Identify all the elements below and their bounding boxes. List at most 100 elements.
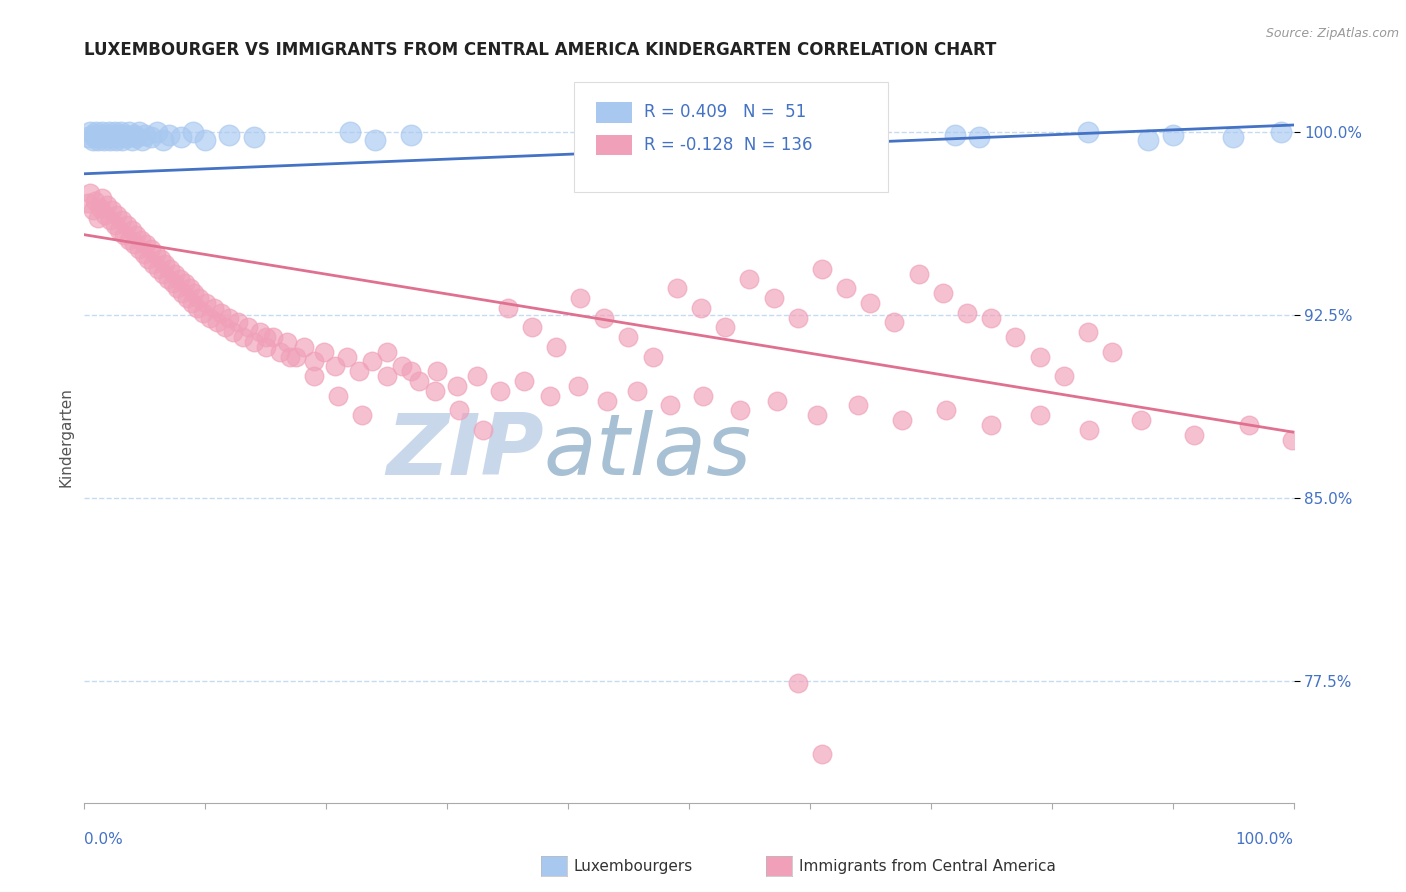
Point — [786, 676, 808, 690]
Point — [249, 325, 271, 339]
Point — [101, 203, 124, 218]
Point — [339, 125, 361, 139]
Point — [91, 125, 114, 139]
Point — [811, 261, 834, 276]
Point — [284, 350, 308, 364]
Point — [347, 364, 370, 378]
Point — [1137, 133, 1160, 147]
Point — [98, 133, 121, 147]
Point — [98, 213, 121, 227]
Point — [105, 208, 128, 222]
Point — [146, 261, 169, 276]
Point — [84, 130, 107, 145]
Point — [1130, 413, 1153, 427]
Point — [110, 125, 132, 139]
Point — [93, 133, 115, 147]
Point — [423, 384, 446, 398]
Point — [544, 340, 567, 354]
Point — [269, 344, 291, 359]
Point — [149, 252, 172, 266]
Point — [79, 125, 101, 139]
Point — [1161, 128, 1184, 142]
Point — [1053, 369, 1076, 384]
Text: 100.0%: 100.0% — [1236, 832, 1294, 847]
Point — [139, 130, 162, 145]
Point — [593, 310, 616, 325]
Point — [82, 133, 104, 147]
Point — [146, 125, 169, 139]
Point — [399, 128, 422, 142]
Point — [86, 125, 108, 139]
Point — [242, 334, 264, 349]
Point — [77, 130, 100, 145]
Point — [1078, 423, 1101, 437]
Point — [1028, 350, 1050, 364]
Point — [166, 281, 188, 295]
Point — [728, 403, 751, 417]
Point — [375, 344, 398, 359]
Point — [1028, 408, 1050, 422]
Point — [786, 310, 808, 325]
Point — [183, 286, 205, 301]
Point — [94, 128, 117, 142]
Point — [218, 128, 240, 142]
Point — [115, 218, 138, 232]
Point — [391, 359, 413, 374]
Point — [135, 237, 157, 252]
FancyBboxPatch shape — [574, 82, 889, 192]
Point — [278, 350, 301, 364]
Point — [111, 213, 134, 227]
Point — [254, 330, 277, 344]
Point — [569, 291, 592, 305]
Point — [883, 316, 905, 330]
Point — [125, 227, 148, 242]
Point — [762, 291, 785, 305]
Point — [328, 389, 350, 403]
Point — [121, 223, 143, 237]
Point — [156, 271, 179, 285]
Point — [236, 320, 259, 334]
Point — [83, 128, 105, 142]
Point — [1182, 427, 1205, 442]
Point — [96, 198, 118, 212]
Point — [907, 267, 929, 281]
Point — [152, 133, 174, 147]
Point — [122, 237, 145, 252]
Point — [125, 130, 148, 145]
Point — [496, 301, 519, 315]
Point — [104, 125, 127, 139]
Point — [276, 334, 298, 349]
Point — [111, 133, 134, 147]
Point — [195, 296, 218, 310]
Point — [222, 325, 245, 339]
Point — [118, 125, 141, 139]
Point — [89, 130, 111, 145]
Point — [209, 306, 232, 320]
Point — [162, 277, 184, 291]
Point — [538, 389, 561, 403]
Point — [139, 243, 162, 257]
Point — [108, 223, 131, 237]
Point — [806, 408, 828, 422]
Point — [1281, 433, 1303, 447]
Point — [692, 389, 714, 403]
Point — [86, 133, 108, 147]
Point — [426, 364, 449, 378]
Text: Source: ZipAtlas.com: Source: ZipAtlas.com — [1265, 27, 1399, 40]
Point — [157, 128, 180, 142]
Point — [138, 252, 160, 266]
Point — [172, 286, 194, 301]
Point — [86, 211, 108, 225]
Point — [77, 196, 100, 211]
Point — [159, 261, 181, 276]
Point — [312, 344, 335, 359]
Point — [108, 130, 131, 145]
Point — [846, 398, 869, 412]
Point — [1101, 344, 1123, 359]
Point — [1270, 125, 1292, 139]
Point — [932, 286, 955, 301]
Point — [513, 374, 536, 388]
Point — [101, 130, 124, 145]
Point — [1004, 330, 1026, 344]
Point — [352, 408, 374, 422]
